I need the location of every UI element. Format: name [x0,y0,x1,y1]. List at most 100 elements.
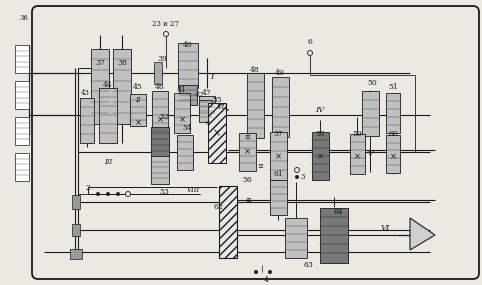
Bar [113,48,131,123]
Text: ×: × [353,152,361,162]
Bar [239,133,255,171]
Circle shape [116,192,120,196]
Text: ×: × [275,152,281,162]
Text: 44: 44 [103,81,113,89]
Bar [151,156,169,184]
Circle shape [254,270,258,274]
Bar [15,117,29,145]
Text: 52: 52 [159,113,169,121]
Bar [15,153,29,181]
Text: 53: 53 [159,188,169,196]
Bar [130,94,146,126]
Bar [246,72,264,137]
Bar [154,69,162,77]
Text: I: I [210,73,214,81]
Text: IV: IV [315,106,324,114]
Text: 2: 2 [86,184,91,192]
Text: 42: 42 [195,91,205,99]
Text: 50: 50 [367,79,377,87]
Bar [177,135,193,170]
Text: 56: 56 [242,176,252,184]
Text: ×: × [243,148,251,156]
Text: 62: 62 [213,203,223,211]
Bar [70,249,82,259]
Circle shape [308,50,312,56]
Text: V: V [367,150,373,158]
Text: VI: VI [380,224,389,232]
Text: 3: 3 [301,173,305,181]
Text: ×: × [134,119,142,127]
Text: 60: 60 [388,130,398,138]
Bar [91,48,109,123]
Bar [349,134,364,174]
Bar [179,85,197,105]
Bar [174,93,190,133]
Bar [15,45,29,73]
Bar [80,97,94,142]
Text: III: III [104,158,112,166]
Bar [219,186,237,258]
Text: 55: 55 [212,96,222,104]
Text: ≡: ≡ [257,163,263,169]
Circle shape [268,270,272,274]
Text: ×: × [157,115,163,125]
Bar [151,127,169,157]
Bar [99,87,117,142]
Text: 45: 45 [133,83,143,91]
Circle shape [295,168,299,172]
Text: 37: 37 [95,59,105,67]
Bar [311,132,329,180]
Circle shape [106,192,110,196]
Text: 43: 43 [80,89,90,97]
Bar [285,218,307,258]
Text: ×: × [389,152,397,162]
Text: 47: 47 [202,89,212,97]
Text: ≡: ≡ [244,134,250,140]
Text: 57: 57 [273,130,283,138]
Bar [269,132,286,180]
Bar [271,77,289,137]
Bar [208,103,226,163]
Text: 48: 48 [250,66,260,74]
Bar [386,93,400,133]
Text: 39: 39 [157,55,167,63]
Bar [178,42,198,87]
Circle shape [163,32,169,36]
Circle shape [295,175,299,179]
Text: VIII: VIII [187,186,200,194]
Circle shape [125,192,131,196]
Text: 58: 58 [315,130,325,138]
Text: 49: 49 [275,69,285,77]
Text: ≡: ≡ [245,197,251,203]
Text: 64: 64 [333,208,343,216]
Polygon shape [410,218,435,250]
Text: 40: 40 [183,41,193,49]
Bar [152,91,168,139]
Text: 46: 46 [155,83,165,91]
Text: 38: 38 [117,59,127,67]
Bar [72,195,80,209]
Text: 4: 4 [264,276,268,284]
Text: 54: 54 [182,124,192,132]
Text: 63: 63 [303,261,313,269]
Bar [72,224,80,236]
Circle shape [96,192,100,196]
Text: 61: 61 [273,170,283,178]
Bar [15,81,29,109]
Text: 51: 51 [388,83,398,91]
Bar [269,180,286,215]
Text: II: II [135,96,141,104]
Text: ×: × [317,152,323,162]
Bar [386,135,400,173]
Bar [362,91,378,135]
Text: VII: VII [216,103,228,111]
Text: 41: 41 [177,86,187,94]
Bar [199,100,212,122]
Text: 23 и 27: 23 и 27 [152,20,179,28]
Bar [320,207,348,262]
Text: 36: 36 [20,14,28,22]
Bar [199,96,215,118]
Text: 6: 6 [308,38,312,46]
Text: ×: × [178,115,186,125]
Text: ×: × [204,120,210,126]
